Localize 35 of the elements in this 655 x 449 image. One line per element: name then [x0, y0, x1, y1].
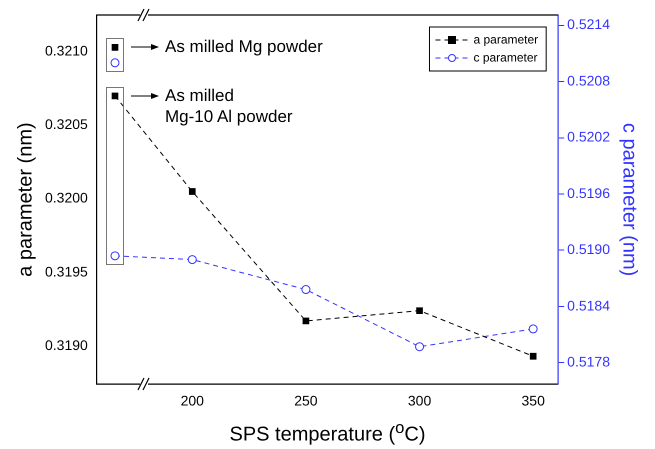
x-tick-label: 200	[180, 392, 204, 408]
point	[110, 58, 120, 68]
point	[530, 352, 537, 360]
y-tick-label: 0.3200	[44, 190, 88, 206]
point	[416, 307, 423, 314]
y2-tick-label: 0.5208	[567, 72, 610, 88]
y2-tick-label: 0.5196	[567, 184, 610, 201]
x-tick-label: 350	[522, 392, 546, 408]
point	[188, 255, 197, 264]
point	[110, 251, 120, 260]
point	[301, 285, 310, 294]
point	[112, 44, 118, 51]
legend-label: a parameter	[473, 32, 538, 46]
x-axis-title: SPS temperature ($^{o}$C)	[228, 418, 426, 447]
y2-tick-label: 0.5184	[567, 297, 610, 314]
y2-tick-label: 0.5214	[567, 16, 610, 32]
point	[302, 318, 310, 324]
y2-axis-title: c parameter (nm)	[618, 122, 640, 276]
annotation: As milled Mg powder	[165, 36, 323, 58]
point	[188, 188, 196, 195]
x-tick-label: 250	[294, 392, 318, 408]
legend-label: c parameter	[473, 50, 538, 64]
y-tick-label: 0.3210	[44, 42, 88, 59]
annotation: As milled Mg-10 Al powder	[165, 84, 293, 127]
y2-tick-label: 0.5190	[567, 241, 610, 258]
y-tick-label: 0.3195	[44, 263, 88, 280]
y2-tick-label: 0.5202	[567, 128, 610, 145]
point	[528, 324, 538, 334]
x-tick-label: 300	[408, 392, 432, 408]
point	[415, 342, 424, 352]
y2-tick-label: 0.5178	[567, 354, 610, 370]
y-axis-title: a parameter (nm)	[14, 122, 37, 277]
y-tick-label: 0.3205	[44, 116, 88, 132]
y-tick-label: 0.3190	[44, 336, 88, 353]
point	[112, 92, 118, 100]
